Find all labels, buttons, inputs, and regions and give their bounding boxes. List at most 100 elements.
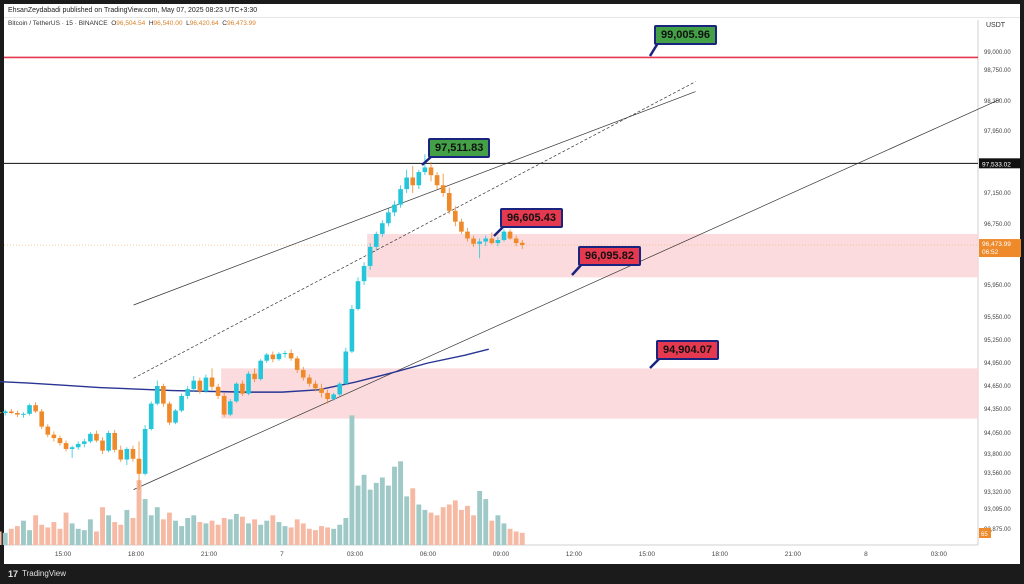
candle-body[interactable] <box>392 204 397 213</box>
price-tag-target[interactable]: 97,511.83 <box>428 138 491 158</box>
candle-body[interactable] <box>337 383 343 395</box>
candle-body[interactable] <box>300 369 306 378</box>
candle-body[interactable] <box>63 443 69 449</box>
candle-body[interactable] <box>21 413 26 415</box>
brand-name[interactable]: TradingView <box>22 569 67 578</box>
candle-body[interactable] <box>307 377 312 384</box>
candle-body[interactable] <box>27 405 32 414</box>
candle-body[interactable] <box>0 412 2 414</box>
candle-body[interactable] <box>270 354 276 360</box>
candle-body[interactable] <box>349 309 355 352</box>
candle-body[interactable] <box>264 354 270 361</box>
candle-body[interactable] <box>489 238 495 244</box>
candle-body[interactable] <box>404 177 409 190</box>
candle-body[interactable] <box>112 433 118 450</box>
candle-body[interactable] <box>221 395 227 415</box>
candle-body[interactable] <box>209 377 215 387</box>
candle-body[interactable] <box>197 380 203 392</box>
price-tag-support[interactable]: 96,095.82 <box>578 246 641 266</box>
candle-body[interactable] <box>45 426 51 435</box>
candle-body[interactable] <box>355 281 361 309</box>
candle-body[interactable] <box>319 388 324 393</box>
candle-body[interactable] <box>161 386 166 404</box>
candle-body[interactable] <box>519 242 525 246</box>
tradingview-logo[interactable]: 17 <box>8 569 19 579</box>
candle-body[interactable] <box>57 438 63 444</box>
candle-body[interactable] <box>8 411 14 413</box>
candle-body[interactable] <box>240 383 245 394</box>
candle-body[interactable] <box>471 238 476 244</box>
candle-body[interactable] <box>331 394 336 400</box>
candle-body[interactable] <box>325 392 330 400</box>
candle-body[interactable] <box>203 377 209 392</box>
candle-body[interactable] <box>428 167 434 176</box>
channel-line-1[interactable] <box>133 81 696 379</box>
candle-body[interactable] <box>136 458 142 474</box>
candle-body[interactable] <box>88 433 93 442</box>
candle-body[interactable] <box>501 231 507 241</box>
candle-body[interactable] <box>507 231 513 239</box>
candle-body[interactable] <box>373 233 379 247</box>
candle-body[interactable] <box>294 358 300 370</box>
candle-body[interactable] <box>398 189 403 205</box>
candle-body[interactable] <box>434 175 440 186</box>
candle-body[interactable] <box>75 443 81 448</box>
candle-body[interactable] <box>252 373 257 380</box>
candle-body[interactable] <box>179 395 184 411</box>
moving-average-line[interactable] <box>0 348 489 393</box>
candle-body[interactable] <box>313 383 318 389</box>
channel-line-2[interactable] <box>133 99 1000 490</box>
candle-body[interactable] <box>94 433 99 441</box>
price-tag-resistance[interactable]: 96,605.43 <box>500 208 563 228</box>
candle-body[interactable] <box>234 383 239 402</box>
candle-body[interactable] <box>227 401 233 415</box>
candle-body[interactable] <box>465 231 470 239</box>
candle-body[interactable] <box>191 380 197 390</box>
candle-body[interactable] <box>422 167 428 173</box>
candle-body[interactable] <box>167 403 172 423</box>
candle-body[interactable] <box>124 448 130 460</box>
candle-body[interactable] <box>453 210 458 222</box>
candle-body[interactable] <box>440 185 446 193</box>
candle-body[interactable] <box>477 241 482 244</box>
candle-body[interactable] <box>513 238 519 244</box>
candle-body[interactable] <box>130 448 136 459</box>
candle-body[interactable] <box>361 265 367 282</box>
channel-line-0[interactable] <box>133 91 696 306</box>
candle-body[interactable] <box>343 351 349 384</box>
candle-body[interactable] <box>495 240 501 244</box>
candle-body[interactable] <box>154 386 160 404</box>
candle-body[interactable] <box>173 410 178 423</box>
candle-body[interactable] <box>33 405 38 412</box>
candle-body[interactable] <box>483 238 489 242</box>
candle-body[interactable] <box>148 403 154 429</box>
candle-body[interactable] <box>15 413 20 415</box>
candle-body[interactable] <box>39 411 45 427</box>
candle-body[interactable] <box>367 246 373 266</box>
candle-body[interactable] <box>246 373 251 394</box>
symbol-name[interactable]: Bitcoin / TetherUS · 15 · BINANCE <box>8 20 108 27</box>
candle-body[interactable] <box>185 389 191 396</box>
price-tag-support[interactable]: 94,904.07 <box>656 340 719 360</box>
candle-body[interactable] <box>410 177 416 186</box>
candle-body[interactable] <box>142 429 148 474</box>
currency-label[interactable]: USDT <box>986 22 1006 29</box>
price-tag-target[interactable]: 99,005.96 <box>654 25 717 45</box>
candle-body[interactable] <box>81 441 87 444</box>
candle-body[interactable] <box>276 353 282 360</box>
candle-body[interactable] <box>459 221 464 232</box>
candle-body[interactable] <box>416 172 422 186</box>
candle-body[interactable] <box>446 193 452 211</box>
candle-body[interactable] <box>100 440 105 451</box>
candle-body[interactable] <box>288 353 294 359</box>
candle-body[interactable] <box>386 212 391 224</box>
candle-body[interactable] <box>2 411 8 413</box>
candle-body[interactable] <box>258 360 263 380</box>
candle-body[interactable] <box>215 386 221 396</box>
candle-body[interactable] <box>118 449 124 460</box>
candle-body[interactable] <box>51 434 57 439</box>
candle-body[interactable] <box>282 353 288 355</box>
candle-body[interactable] <box>380 223 385 234</box>
candle-body[interactable] <box>69 447 75 449</box>
